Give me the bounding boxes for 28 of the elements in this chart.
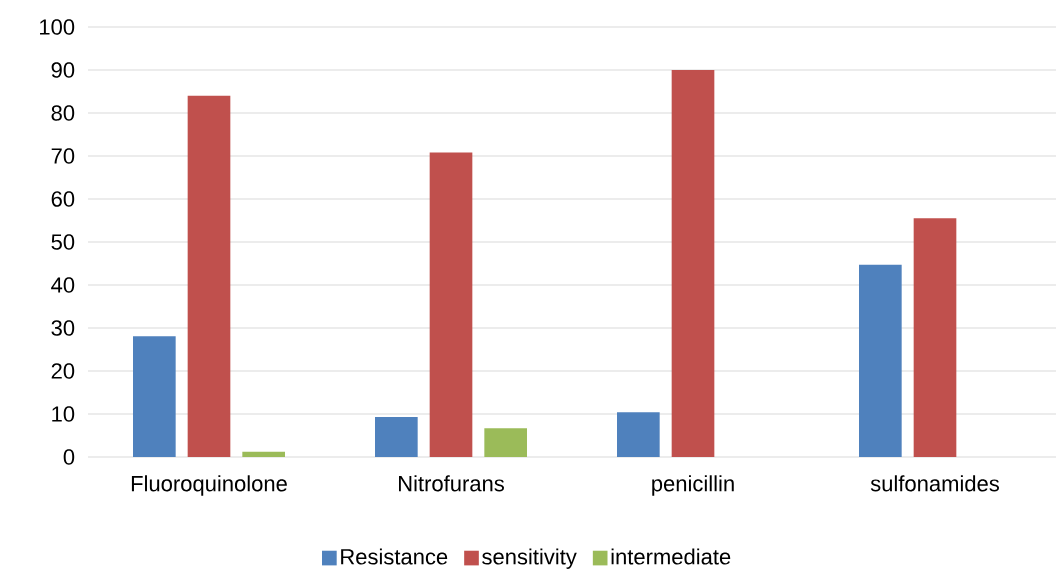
y-tick-label: 10 — [52, 406, 75, 422]
y-tick-label: 80 — [51, 105, 75, 121]
bar — [375, 417, 418, 457]
y-tick-label: 30 — [51, 320, 75, 336]
legend-label: intermediate — [611, 548, 731, 565]
bar — [913, 218, 957, 457]
bar — [484, 428, 528, 457]
bar — [242, 451, 286, 457]
bar — [187, 95, 231, 457]
x-tick-label: Fluoroquinolone — [131, 475, 287, 496]
x-tick-label: penicillin — [652, 475, 734, 496]
bar — [133, 336, 176, 457]
y-tick-label: 50 — [51, 234, 75, 250]
x-tick-label: Nitrofurans — [399, 475, 504, 492]
bar — [859, 264, 902, 457]
bar — [617, 412, 660, 457]
y-tick-label: 100 — [40, 19, 75, 35]
x-tick-label: sulfonamides — [870, 475, 999, 492]
y-tick-label: 90 — [51, 62, 75, 78]
bar — [671, 69, 715, 457]
y-tick-label: 70 — [51, 148, 75, 164]
y-tick-label: 40 — [51, 277, 75, 293]
legend-label: Resistance — [341, 548, 448, 565]
y-tick-label: 60 — [51, 191, 75, 207]
y-tick-label: 0 — [63, 449, 75, 465]
legend-label: sensitivity — [482, 548, 577, 569]
y-tick-label: 20 — [51, 363, 75, 379]
bar — [429, 152, 473, 457]
